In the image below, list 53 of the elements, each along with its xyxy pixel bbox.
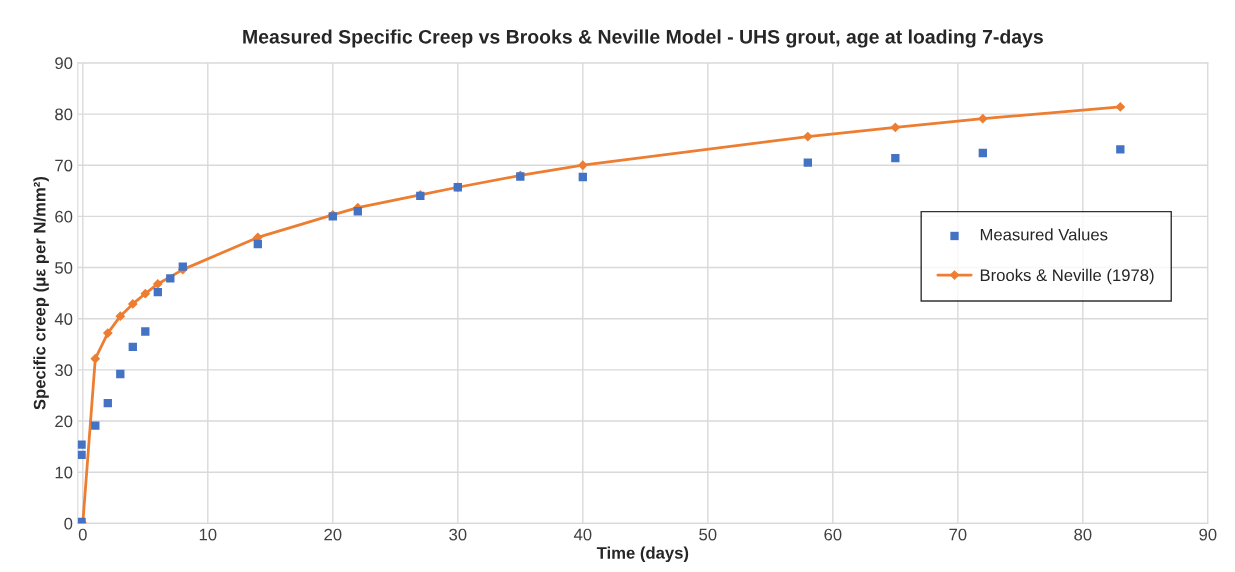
y-tick-label: 80 bbox=[55, 108, 73, 121]
point bbox=[77, 450, 86, 459]
y-tick-label: 20 bbox=[55, 415, 73, 428]
point bbox=[578, 160, 588, 170]
x-tick-label: 10 bbox=[199, 528, 217, 541]
y-tick-label: 10 bbox=[55, 466, 73, 479]
point bbox=[116, 369, 125, 379]
point bbox=[103, 398, 112, 408]
point bbox=[578, 172, 587, 182]
point bbox=[891, 153, 900, 163]
y-tick-label: 60 bbox=[55, 210, 73, 223]
x-tick-label: 20 bbox=[324, 528, 342, 541]
point bbox=[115, 311, 125, 321]
y-tick-label: 40 bbox=[54, 313, 73, 325]
y-tick-label: 30 bbox=[55, 364, 73, 377]
point bbox=[803, 131, 813, 142]
x-tick-label: 0 bbox=[78, 528, 87, 541]
point bbox=[1116, 145, 1125, 154]
x-tick-label: 40 bbox=[573, 528, 592, 541]
point bbox=[978, 114, 988, 124]
point bbox=[253, 239, 262, 249]
point bbox=[1115, 102, 1125, 112]
y-tick-label: 70 bbox=[55, 159, 73, 172]
x-tick-label: 50 bbox=[699, 528, 717, 541]
point bbox=[128, 299, 138, 309]
point bbox=[103, 328, 113, 338]
legend-label: Brooks & Neville (1978) bbox=[980, 268, 1154, 285]
y-axis-title: Specific creep (με per N/mm²) bbox=[33, 177, 49, 410]
point bbox=[803, 158, 812, 167]
point bbox=[141, 327, 150, 336]
point bbox=[140, 289, 150, 299]
y-tick-label: 0 bbox=[64, 517, 73, 530]
point bbox=[978, 148, 987, 158]
x-axis-title: Time (days) bbox=[596, 546, 689, 563]
legend-label: Measured Values bbox=[980, 228, 1108, 241]
point bbox=[90, 354, 100, 364]
point bbox=[166, 274, 175, 283]
x-tick-label: 70 bbox=[949, 528, 967, 541]
chart-title: Measured Specific Creep vs Brooks & Neville Model - UHS grout, age at loading 7-days bbox=[243, 29, 1043, 48]
point bbox=[178, 262, 187, 271]
y-tick-label: 50 bbox=[55, 261, 73, 274]
point bbox=[353, 207, 362, 216]
point bbox=[77, 440, 86, 449]
point bbox=[153, 279, 163, 289]
x-tick-label: 80 bbox=[1074, 528, 1092, 541]
x-tick-label: 60 bbox=[824, 528, 842, 541]
point bbox=[128, 342, 137, 352]
x-tick-label: 30 bbox=[449, 528, 467, 541]
y-tick-label: 90 bbox=[55, 57, 73, 70]
point bbox=[890, 122, 900, 133]
point bbox=[153, 287, 162, 297]
x-tick-label: 90 bbox=[1199, 528, 1217, 541]
point bbox=[91, 421, 100, 430]
